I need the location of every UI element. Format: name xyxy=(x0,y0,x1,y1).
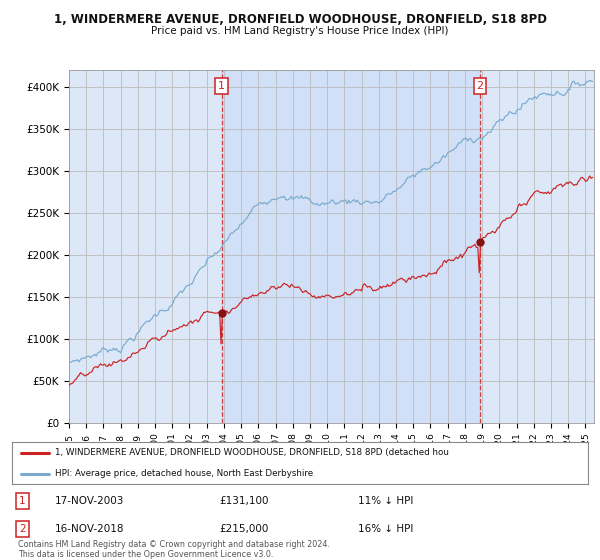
Text: 17-NOV-2003: 17-NOV-2003 xyxy=(55,496,125,506)
Text: £131,100: £131,100 xyxy=(220,496,269,506)
Bar xyxy=(222,70,480,423)
Text: 1: 1 xyxy=(19,496,26,506)
Text: 1, WINDERMERE AVENUE, DRONFIELD WOODHOUSE, DRONFIELD, S18 8PD (detached hou: 1, WINDERMERE AVENUE, DRONFIELD WOODHOUS… xyxy=(55,449,449,458)
Text: HPI: Average price, detached house, North East Derbyshire: HPI: Average price, detached house, Nort… xyxy=(55,469,313,478)
Text: £215,000: £215,000 xyxy=(220,524,269,534)
Text: 1: 1 xyxy=(218,81,225,91)
Text: 1, WINDERMERE AVENUE, DRONFIELD WOODHOUSE, DRONFIELD, S18 8PD: 1, WINDERMERE AVENUE, DRONFIELD WOODHOUS… xyxy=(53,13,547,26)
Text: 16-NOV-2018: 16-NOV-2018 xyxy=(55,524,125,534)
Text: 11% ↓ HPI: 11% ↓ HPI xyxy=(358,496,413,506)
Text: Contains HM Land Registry data © Crown copyright and database right 2024.
This d: Contains HM Land Registry data © Crown c… xyxy=(18,540,330,559)
Text: 2: 2 xyxy=(476,81,484,91)
Text: 2: 2 xyxy=(19,524,26,534)
Text: Price paid vs. HM Land Registry's House Price Index (HPI): Price paid vs. HM Land Registry's House … xyxy=(151,26,449,36)
Text: 16% ↓ HPI: 16% ↓ HPI xyxy=(358,524,413,534)
